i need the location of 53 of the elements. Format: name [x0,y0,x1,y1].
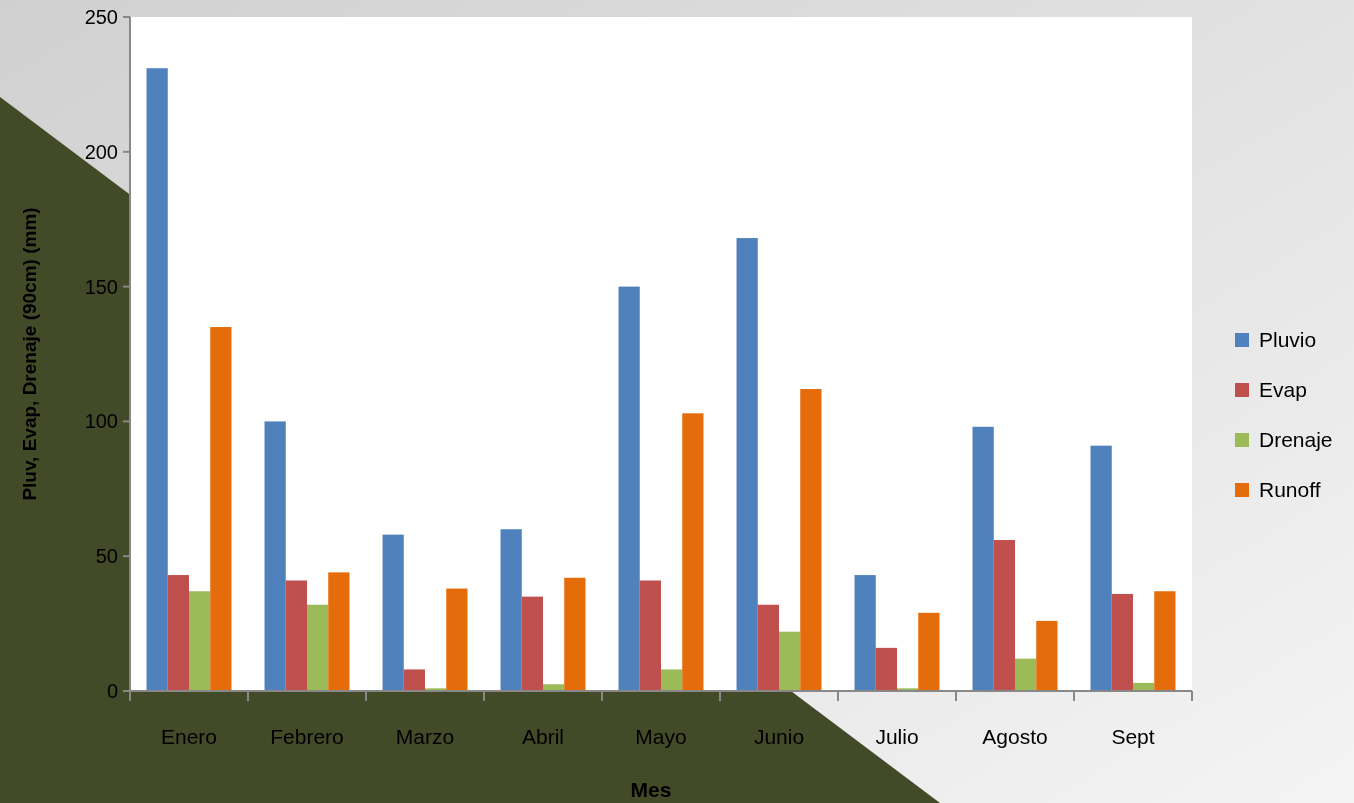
x-tick-label: Abril [521,725,565,748]
y-axis-title: Pluv, Evap, Drenaje (90cm) (mm) [19,207,40,501]
bar [521,596,543,691]
x-tick-label: Junio [753,725,805,748]
y-tick-label: 50 [95,545,118,568]
bar [382,534,404,691]
bar [1154,591,1176,691]
bar [661,669,683,691]
x-tick-label: Julio [875,725,919,748]
bar [307,604,329,691]
bar [972,426,994,691]
x-tick-label: Sept [1111,725,1155,748]
x-tick-label: Agosto [982,725,1048,748]
bar [328,572,350,691]
bar [564,577,586,691]
bar [1090,445,1112,691]
bar [757,604,779,691]
bar [800,389,822,691]
x-tick-label: Mayo [635,725,687,748]
y-tick-label: 250 [84,6,118,28]
x-tick-label: Marzo [395,725,455,748]
y-tick-label: 0 [106,680,118,702]
y-tick-label: 150 [84,275,118,298]
x-axis-title: Mes [630,778,672,801]
y-tick-label: 100 [84,410,118,433]
bar [779,631,801,691]
bar [1036,620,1058,691]
legend-label: Evap [1259,378,1307,402]
bar [682,413,704,691]
bar [918,612,940,691]
bar [210,327,232,691]
bar [189,591,211,691]
bar [446,588,468,691]
bar [1015,658,1037,691]
bar [1111,593,1133,691]
x-tick-label: Febrero [270,725,344,748]
bar [618,286,640,691]
bar [854,575,876,691]
bar [500,529,522,691]
bar [167,575,189,691]
bar [639,580,661,691]
bar [403,669,425,691]
bar [875,647,897,691]
y-tick-label: 200 [84,140,118,163]
bar [264,421,286,691]
bar [285,580,307,691]
bar [736,238,758,691]
bar [993,540,1015,691]
legend-label: Drenaje [1259,428,1333,452]
bar [146,68,168,691]
legend-label: Runoff [1259,478,1321,502]
x-tick-label: Enero [160,725,218,748]
legend-label: Pluvio [1259,328,1317,352]
